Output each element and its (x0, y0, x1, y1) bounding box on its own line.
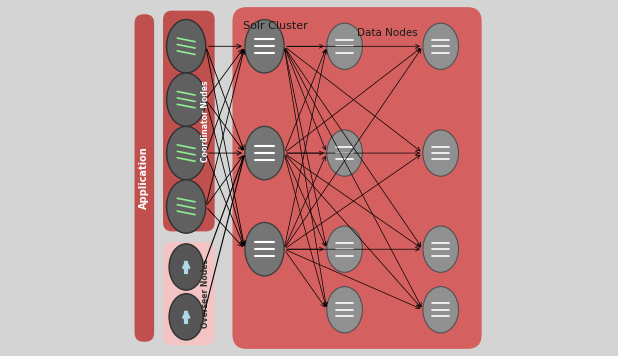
Ellipse shape (423, 23, 459, 69)
Text: Overseer Nodes: Overseer Nodes (201, 259, 210, 328)
FancyBboxPatch shape (163, 11, 214, 231)
Ellipse shape (169, 244, 203, 290)
Ellipse shape (167, 73, 206, 126)
Ellipse shape (423, 287, 459, 333)
Ellipse shape (167, 180, 206, 233)
FancyBboxPatch shape (232, 7, 481, 349)
Ellipse shape (327, 23, 362, 69)
Text: Data Nodes: Data Nodes (357, 28, 417, 38)
Ellipse shape (423, 226, 459, 272)
Ellipse shape (245, 20, 284, 73)
FancyBboxPatch shape (163, 242, 214, 345)
Text: Solr Cluster: Solr Cluster (243, 21, 308, 31)
Ellipse shape (167, 20, 206, 73)
Ellipse shape (327, 287, 362, 333)
Ellipse shape (423, 130, 459, 176)
Ellipse shape (245, 222, 284, 276)
Ellipse shape (169, 294, 203, 340)
Ellipse shape (327, 130, 362, 176)
Text: Application: Application (139, 147, 150, 209)
Ellipse shape (167, 126, 206, 180)
Ellipse shape (327, 226, 362, 272)
Ellipse shape (245, 126, 284, 180)
Text: Coordinator Nodes: Coordinator Nodes (201, 80, 210, 162)
FancyBboxPatch shape (135, 14, 154, 342)
